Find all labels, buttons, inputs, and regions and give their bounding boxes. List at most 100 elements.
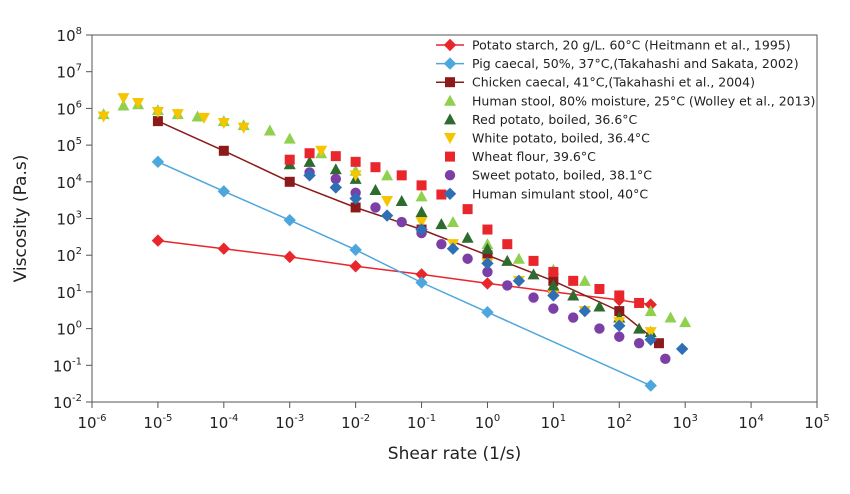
data-point <box>482 266 493 278</box>
y-axis-title: Viscosity (Pa.s) <box>11 155 31 283</box>
data-point <box>548 266 559 277</box>
data-point <box>482 224 493 235</box>
legend-marker <box>443 187 457 200</box>
data-point <box>415 217 428 229</box>
data-point <box>117 93 130 105</box>
legend-entry: Chicken caecal, 41°C,(Takahashi et al., … <box>436 75 755 90</box>
data-point <box>482 250 493 261</box>
legend: Potato starch, 20 g/L. 60°C (Heitmann et… <box>436 38 815 201</box>
x-tick-label: 100 <box>475 413 500 432</box>
y-tick-label: 103 <box>57 210 82 229</box>
x-tick-label: 10-6 <box>77 413 106 432</box>
data-point <box>461 231 474 243</box>
data-point <box>151 106 164 118</box>
plot-series <box>97 93 692 392</box>
data-point <box>613 319 626 332</box>
data-point <box>370 202 381 213</box>
legend-marker <box>443 57 457 70</box>
data-point <box>614 331 625 342</box>
data-point <box>593 300 606 312</box>
legend-label: Pig caecal, 50%, 37°C,(Takahashi and Sak… <box>472 56 799 71</box>
data-point <box>283 213 296 227</box>
data-point <box>152 116 163 127</box>
data-point <box>512 252 525 264</box>
legend-entry: Pig caecal, 50%, 37°C,(Takahashi and Sak… <box>436 56 799 71</box>
data-point <box>283 132 296 144</box>
plot-frame <box>91 34 818 403</box>
data-point <box>578 274 591 286</box>
data-point <box>349 243 362 257</box>
data-point <box>528 255 539 266</box>
data-point <box>644 333 657 346</box>
data-point <box>653 338 664 349</box>
data-point <box>644 327 657 339</box>
data-point <box>349 170 362 182</box>
y-tick-label: 108 <box>57 26 82 45</box>
x-tick-label: 103 <box>672 413 697 432</box>
data-point <box>380 209 394 222</box>
data-point <box>191 110 204 122</box>
data-point <box>217 118 230 130</box>
data-point <box>303 155 316 167</box>
data-point <box>415 206 428 218</box>
y-tick-label: 101 <box>57 283 82 302</box>
data-point <box>151 234 165 247</box>
legend-marker <box>445 77 455 88</box>
data-point <box>436 238 447 250</box>
data-point <box>330 173 341 185</box>
y-tick-label: 100 <box>57 320 82 339</box>
data-point <box>512 274 526 288</box>
data-point <box>330 151 341 162</box>
data-point <box>594 323 605 334</box>
legend-entry: Human stool, 80% moisture, 25°C (Wolley … <box>444 93 815 108</box>
data-point <box>481 242 494 254</box>
data-point <box>415 223 428 236</box>
x-tick-label: 10-5 <box>143 413 172 432</box>
data-point <box>462 204 473 215</box>
data-point <box>415 276 428 289</box>
data-point <box>462 253 473 264</box>
data-point <box>284 176 295 187</box>
data-point <box>660 353 671 365</box>
x-tick-label: 10-4 <box>209 413 238 432</box>
data-point <box>283 250 296 264</box>
data-point <box>369 183 382 195</box>
data-point <box>547 279 560 291</box>
data-point <box>237 122 250 134</box>
data-point <box>614 306 625 317</box>
data-point <box>594 283 605 294</box>
data-point <box>304 148 315 159</box>
data-point <box>315 145 328 157</box>
data-point <box>171 109 184 121</box>
x-tick-label: 105 <box>804 413 829 432</box>
data-point <box>349 260 362 273</box>
data-point <box>481 277 494 290</box>
legend-label: Human simulant stool, 40°C <box>472 186 648 201</box>
data-point <box>502 280 513 291</box>
data-point <box>679 316 692 328</box>
x-tick-label: 102 <box>607 413 632 432</box>
data-point <box>481 257 494 270</box>
data-point <box>263 124 276 136</box>
x-axis-title: Shear rate (1/s) <box>388 444 521 464</box>
legend-entry: White potato, boiled, 36.4°C <box>444 131 650 146</box>
legend-label: Wheat flour, 39.6°C <box>472 149 596 164</box>
legend-entry: Red potato, boiled, 36.6°C <box>444 112 638 127</box>
series-1 <box>151 234 657 311</box>
legend-label: Sweet potato, boiled, 38.1°C <box>472 168 652 183</box>
x-tick-label: 104 <box>738 413 763 432</box>
data-point <box>675 342 689 356</box>
data-point <box>303 169 316 182</box>
data-point <box>370 162 381 173</box>
data-point <box>217 242 231 255</box>
data-point <box>527 268 540 280</box>
legend-entry: Sweet potato, boiled, 38.1°C <box>444 168 652 183</box>
y-tick-label: 104 <box>57 173 82 192</box>
data-point <box>416 180 427 191</box>
y-tick-label: 105 <box>57 136 82 155</box>
data-point <box>528 292 539 303</box>
data-point <box>329 181 342 194</box>
legend-marker <box>444 133 456 144</box>
data-point <box>151 155 165 169</box>
